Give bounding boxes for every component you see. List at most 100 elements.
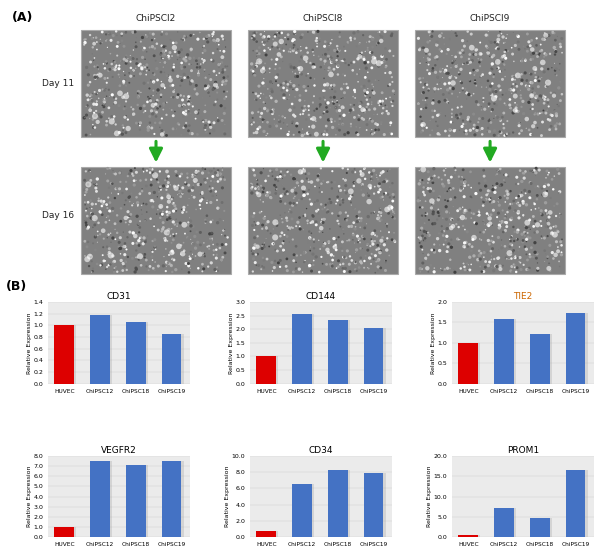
Point (88, 49, 97, 58)
Point (334, 187, 344, 196)
Point (428, 99, 437, 107)
Point (145, 189, 154, 198)
Point (139, 239, 148, 248)
Point (221, 76, 231, 85)
Point (422, 124, 431, 132)
Point (291, 242, 301, 251)
Point (98, 95, 108, 104)
Point (507, 76, 517, 85)
Point (98, 206, 107, 214)
Point (492, 262, 502, 271)
Point (155, 182, 165, 191)
Point (255, 57, 265, 66)
Point (510, 228, 520, 237)
Bar (90, 461, 110, 537)
Point (498, 261, 508, 270)
Point (350, 239, 359, 248)
Point (259, 197, 268, 206)
Point (458, 222, 468, 230)
Point (99, 102, 109, 111)
Point (469, 79, 479, 88)
Point (128, 110, 138, 119)
Point (282, 84, 292, 93)
Point (448, 118, 457, 127)
Point (271, 77, 281, 86)
Point (262, 131, 271, 140)
Point (367, 117, 377, 126)
Point (538, 35, 548, 44)
Point (305, 235, 315, 244)
Point (283, 222, 292, 230)
Point (484, 211, 493, 219)
Point (419, 53, 428, 62)
Point (466, 126, 475, 135)
Point (158, 261, 168, 270)
Point (148, 237, 157, 245)
Point (427, 245, 437, 254)
Point (268, 105, 278, 114)
Point (525, 216, 535, 224)
Point (275, 172, 285, 181)
Point (547, 229, 557, 238)
Point (195, 250, 205, 259)
Point (541, 220, 550, 229)
Point (489, 51, 499, 60)
Point (149, 78, 158, 86)
Point (365, 242, 375, 250)
Point (209, 100, 219, 109)
Point (424, 175, 434, 184)
Point (530, 228, 539, 237)
Point (373, 110, 382, 119)
Point (488, 244, 497, 253)
Point (452, 167, 461, 176)
Point (203, 38, 212, 47)
Point (292, 119, 302, 128)
Point (548, 28, 557, 37)
Point (85, 252, 95, 261)
Point (118, 259, 128, 268)
Point (251, 220, 260, 229)
Point (116, 244, 125, 253)
Point (281, 78, 290, 86)
Point (298, 177, 307, 186)
Point (83, 180, 93, 189)
Point (205, 185, 214, 194)
Point (551, 36, 560, 45)
Point (534, 203, 544, 212)
Point (272, 184, 281, 193)
Point (167, 52, 177, 60)
Point (484, 99, 494, 108)
Point (432, 53, 442, 61)
Point (92, 38, 101, 47)
Point (173, 55, 182, 64)
Point (322, 130, 332, 139)
Point (500, 214, 510, 223)
Text: Day 16: Day 16 (42, 211, 74, 219)
Point (347, 222, 356, 231)
Point (502, 246, 512, 255)
Point (367, 235, 376, 244)
Point (200, 65, 209, 74)
Point (134, 92, 143, 101)
Point (186, 247, 196, 256)
Point (455, 204, 465, 213)
Point (514, 129, 524, 138)
Point (502, 254, 512, 263)
Point (214, 60, 224, 69)
Point (86, 104, 96, 113)
Point (309, 114, 319, 123)
Point (373, 211, 383, 220)
Point (169, 198, 179, 207)
Point (509, 253, 519, 262)
Point (530, 110, 539, 119)
Point (106, 36, 116, 45)
Point (507, 248, 517, 257)
Point (353, 57, 363, 65)
Point (369, 189, 379, 198)
Point (557, 48, 567, 57)
Point (279, 47, 289, 55)
Point (497, 235, 506, 244)
Point (109, 115, 118, 124)
Point (312, 42, 322, 51)
Point (116, 168, 125, 177)
